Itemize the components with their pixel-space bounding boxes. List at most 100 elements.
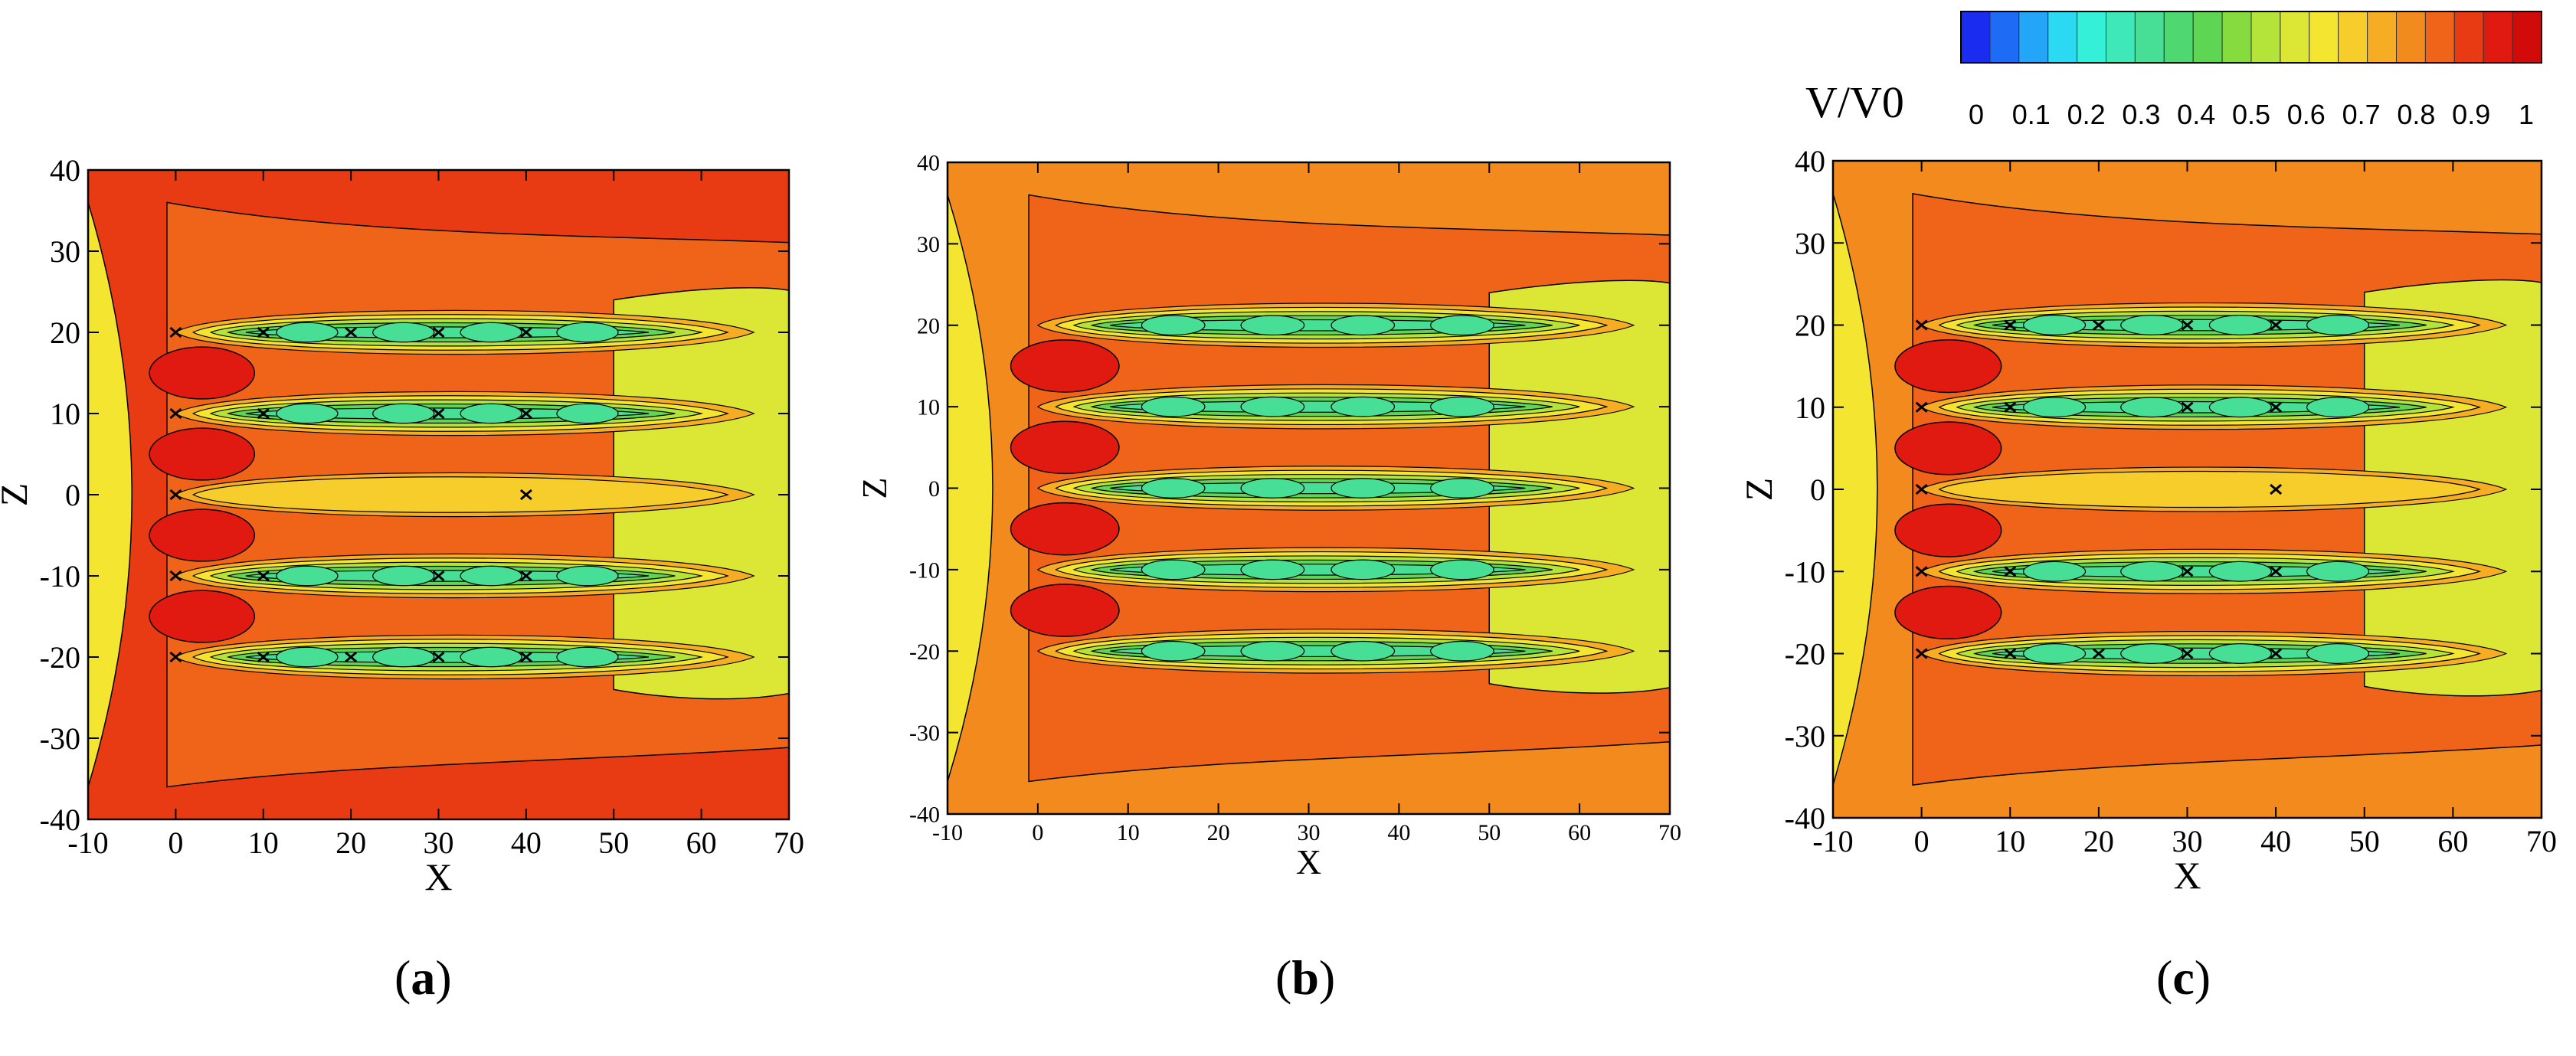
turbine-marker: [257, 651, 270, 663]
induction-zone: [88, 202, 133, 787]
wake-contour: [1992, 565, 2401, 578]
colorbar-tick-label: 0.9: [2452, 99, 2490, 130]
colorbar-tick-label: 0.4: [2177, 99, 2215, 130]
x-tick-label: 20: [336, 826, 366, 860]
x-tick-label: 0: [1032, 820, 1043, 845]
turbine-marker: [2004, 566, 2017, 577]
colorbar-segment: [2221, 11, 2252, 64]
wake-core: [1240, 559, 1305, 580]
wake-core: [1141, 640, 1206, 662]
colorbar-segment: [2367, 11, 2398, 64]
wake-core: [1430, 559, 1494, 580]
colorbar-segment: [2192, 11, 2223, 64]
colorbar-segment: [1960, 11, 1991, 64]
colorbar-tick-label: 0.8: [2397, 99, 2435, 130]
turbine-marker: [2181, 401, 2194, 413]
turbine-marker: [2092, 648, 2105, 659]
wake-core: [2306, 397, 2370, 418]
colorbar-segment: [2396, 11, 2426, 64]
speedup-lobe: [149, 508, 256, 562]
wake-core: [556, 322, 619, 343]
turbine-marker: [257, 407, 270, 420]
colorbar-title: V/V0: [1805, 77, 1904, 127]
wake-core: [1141, 396, 1206, 417]
speedup-lobe: [1894, 585, 2002, 639]
turbine-marker: [257, 570, 270, 582]
wake-core: [1141, 315, 1206, 336]
turbine-marker: [519, 489, 532, 501]
x-tick-label: 10: [1995, 824, 2025, 858]
wake-core: [1430, 640, 1494, 662]
y-tick-label: 0: [928, 476, 940, 502]
turbine-marker: [2092, 319, 2105, 331]
wake-core: [2306, 643, 2370, 664]
turbine-marker: [432, 407, 445, 420]
turbine-marker: [1915, 319, 1928, 331]
colorbar-tick-label: 0.2: [2067, 99, 2106, 130]
turbine-marker: [2270, 566, 2283, 577]
turbine-marker: [519, 407, 532, 420]
speedup-lobe: [149, 590, 256, 643]
y-tick-label: 0: [1810, 472, 1825, 507]
y-tick-label: -30: [909, 721, 940, 746]
speedup-lobe: [1894, 503, 2002, 557]
wake-core: [2022, 397, 2087, 418]
colorbar-segment: [2424, 11, 2455, 64]
turbine-marker: [519, 326, 532, 338]
wake-core: [1240, 315, 1305, 336]
turbine-marker: [257, 326, 270, 338]
turbine-marker: [2270, 648, 2283, 659]
colorbar-segment: [2077, 11, 2107, 64]
turbine-marker: [2004, 648, 2017, 659]
x-tick-label: 60: [2437, 824, 2468, 858]
turbine-marker: [2181, 566, 2194, 577]
caption-c-letter: c: [2172, 950, 2195, 1005]
wake-core: [460, 565, 522, 587]
wake-core: [2120, 315, 2184, 335]
induction-zone: [1833, 193, 1878, 786]
x-tick-label: 30: [2172, 824, 2203, 858]
y-tick-label: 20: [50, 315, 80, 350]
y-tick-label: 20: [1795, 309, 1825, 343]
speedup-lobe: [149, 346, 256, 400]
induction-zone: [948, 195, 993, 782]
colorbar-tick-label: 0.6: [2287, 99, 2326, 130]
turbine-marker: [169, 570, 182, 582]
x-axis-label: X: [2173, 854, 2201, 897]
turbine-marker: [1915, 483, 1928, 495]
y-tick-label: 0: [65, 478, 80, 512]
colorbar-tick-label: 1: [2519, 99, 2534, 130]
x-tick-label: 60: [1568, 820, 1591, 845]
wake-core: [372, 322, 435, 343]
colorbar-tick-label: 0.5: [2232, 99, 2270, 130]
x-tick-label: 30: [1298, 820, 1321, 845]
wake-core: [2306, 561, 2370, 582]
colorbar-segment: [2047, 11, 2078, 64]
wake-core: [1141, 478, 1206, 499]
y-axis-label: Z: [855, 477, 894, 499]
y-tick-label: 40: [917, 151, 940, 176]
wake-core: [460, 646, 522, 668]
wake-core: [1430, 396, 1494, 417]
wake-core: [460, 322, 522, 343]
wake-core: [276, 646, 339, 668]
y-tick-label: 30: [50, 234, 80, 269]
caption-b-letter: b: [1291, 950, 1319, 1005]
y-tick-label: 10: [50, 397, 80, 431]
wake-contour: [1938, 470, 2481, 508]
y-tick-label: -10: [909, 557, 940, 583]
x-axis-label: X: [1296, 842, 1321, 881]
caption-b: (b): [1275, 950, 1336, 1005]
turbine-marker: [169, 326, 182, 338]
colorbar-segment: [2309, 11, 2339, 64]
wake-core: [372, 646, 435, 668]
wake-core: [1240, 478, 1305, 499]
turbine-marker: [169, 407, 182, 420]
colorbar-segment: [2106, 11, 2136, 64]
wake-core: [2208, 561, 2272, 582]
turbine-marker: [345, 651, 358, 663]
wake-contour: [1110, 645, 1526, 658]
panel-c: -10 0 10 20 30 40 50 60 70 40 30 20 10 0 -10 -20 -30 -40 X…: [1737, 144, 2557, 897]
y-tick-label: 30: [1795, 226, 1825, 260]
